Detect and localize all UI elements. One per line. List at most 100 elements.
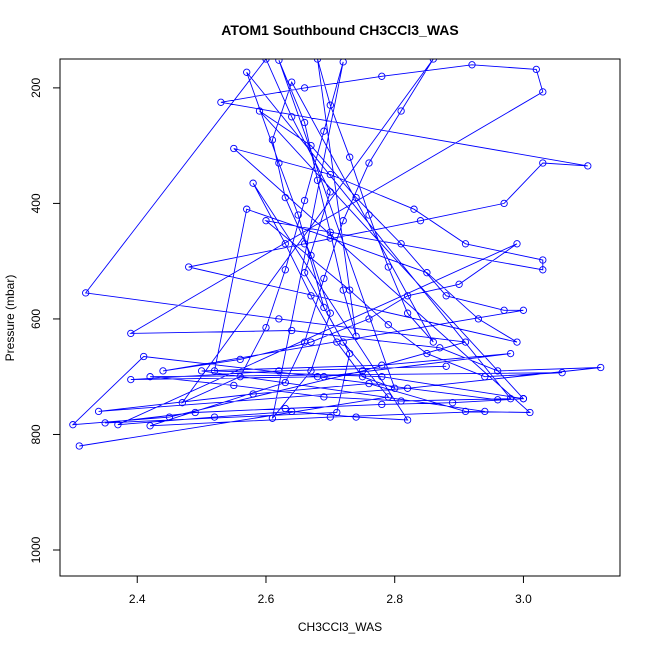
y-tick-label: 800 [29,424,43,444]
data-point [288,113,296,121]
data-point [539,159,547,167]
data-point [288,78,296,86]
x-axis-label: CH3CCl3_WAS [298,620,382,634]
data-point [230,381,238,390]
data-point [262,59,270,63]
data-point [384,263,392,271]
data-point [320,393,328,401]
data-point [597,363,605,372]
data-point [185,263,193,271]
data-point [358,373,367,381]
data-point [352,193,360,202]
data-point [513,240,521,248]
data-point [365,159,373,167]
data-point [300,269,309,277]
data-point [268,136,277,144]
data-point [197,367,206,375]
data-point [365,211,373,219]
data-point [429,338,437,346]
data-point [584,162,592,170]
y-tick-label: 600 [29,309,43,329]
data-point [320,303,328,312]
series-lines [71,59,601,447]
data-point [281,266,289,274]
data-point [326,309,334,317]
data-point [300,118,309,127]
data-point [378,373,386,381]
x-tick-label: 2.8 [386,592,403,606]
data-point [178,399,186,407]
data-point [416,217,425,225]
data-point [436,344,444,352]
data-point [461,407,470,416]
data-point [288,407,296,416]
data-point [506,395,515,403]
data-point [403,309,412,317]
data-point [468,61,476,69]
data-point [326,188,334,196]
data-point [384,393,392,401]
plot-area [69,59,605,450]
data-point [300,196,309,205]
data-point [339,217,347,225]
data-point [365,315,373,323]
data-point [532,65,540,74]
data-point [558,369,566,377]
data-point [403,384,412,392]
data-point [159,367,167,375]
data-point [403,292,412,300]
data-point [294,211,302,219]
data-point [236,355,244,364]
data-point [333,338,341,346]
data-point [494,367,502,375]
data-point [320,274,328,283]
data-point [275,315,283,323]
data-point [378,361,386,369]
y-axis-label: Pressure (mbar) [3,275,17,362]
x-tick-label: 2.4 [129,592,146,606]
data-point [461,338,470,346]
data-point [307,141,315,150]
data-point [500,306,508,314]
data-point [397,107,405,115]
data-point [300,240,309,248]
y-tick-label: 1000 [29,536,43,563]
data-point [243,68,251,76]
data-point [442,362,450,370]
data-point [519,395,528,403]
data-point [217,98,225,106]
data-point [82,289,90,297]
data-point [455,280,463,288]
data-point [397,397,405,405]
data-point [262,323,270,332]
chart-title: ATOM1 Southbound CH3CCl3_WAS [221,22,458,38]
y-tick-label: 200 [29,78,43,98]
data-point [326,413,334,421]
data-point [365,379,373,388]
data-point [146,422,154,430]
data-point [320,127,328,135]
data-point [281,378,289,387]
data-point [255,107,264,115]
data-point [300,338,309,346]
x-tick-label: 2.6 [258,592,275,606]
data-point [114,421,122,429]
data-point [481,407,489,416]
data-point [346,153,354,161]
data-point [397,240,405,248]
data-point [526,408,534,417]
data-point [384,321,392,329]
data-point [313,176,322,184]
data-point [352,332,360,340]
data-point [326,101,334,109]
data-point [539,88,547,96]
data-point [333,408,341,417]
data-point [69,421,77,429]
data-point [210,413,219,421]
data-point [127,329,135,338]
data-point [275,59,283,64]
data-point [481,373,489,381]
data-point [326,170,334,179]
